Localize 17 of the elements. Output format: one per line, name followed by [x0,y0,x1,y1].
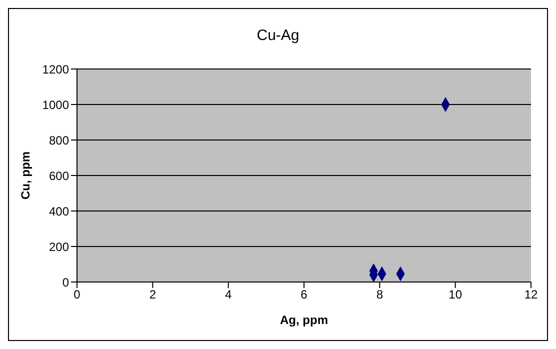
y-tick-label: 0 [62,275,70,290]
y-tick-label: 1200 [42,62,70,76]
y-tick-label: 800 [48,133,70,148]
y-tick-label: 400 [48,204,70,218]
x-tick-label: 10 [448,288,462,302]
x-tick-label: 2 [149,288,156,302]
y-axis-title: Cu, ppm [18,152,32,200]
chart-title: Cu-Ag [256,27,300,44]
x-tick-label: 8 [376,288,384,302]
x-tick-label: 6 [300,288,308,302]
x-tick-label: 4 [224,288,232,302]
y-tick-label: 200 [48,240,70,254]
y-tick-label: 600 [48,168,70,183]
x-tick-label: 0 [74,288,81,302]
x-tick-label: 12 [524,288,538,302]
x-axis-title: Ag, ppm [280,313,328,327]
y-tick-label: 1000 [42,98,70,112]
